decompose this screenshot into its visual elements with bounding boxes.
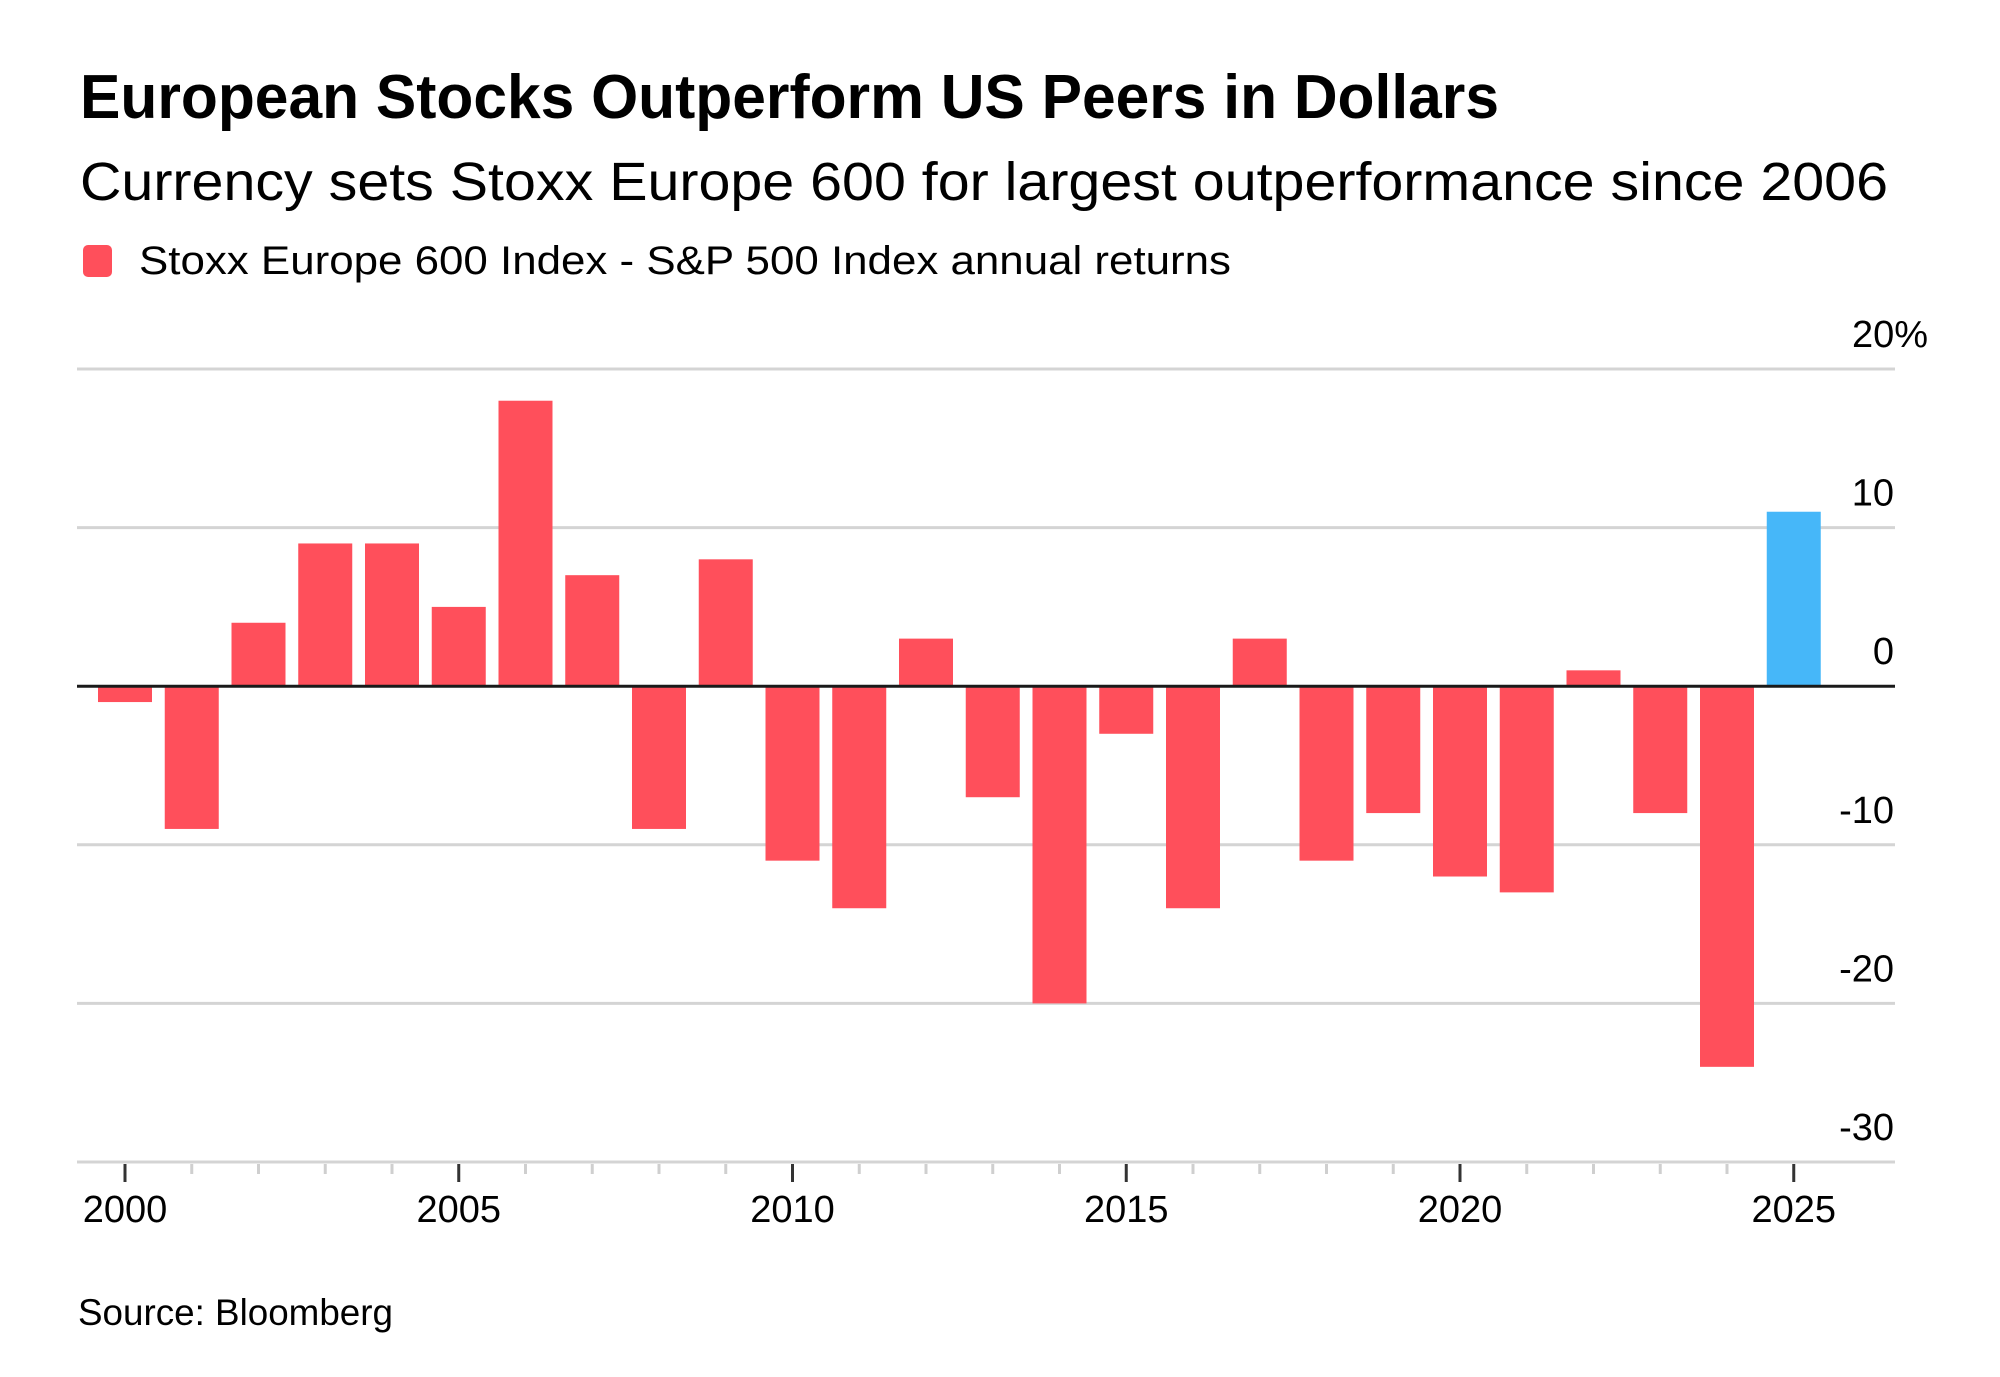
- gridlines: [77, 367, 1895, 1164]
- bar-2005: [431, 606, 486, 687]
- y-tick-label: -10: [1839, 790, 1894, 832]
- x-tick-label: 2010: [750, 1189, 835, 1231]
- y-axis: 20% 10 0 -10 -20 -30: [1839, 314, 1928, 1149]
- y-tick-label: 20%: [1852, 314, 1928, 356]
- y-tick-label: 10: [1852, 473, 1894, 515]
- x-tick-label: 2025: [1751, 1189, 1836, 1231]
- x-axis: 2000 2005 2010 2015 2020 2025: [83, 1164, 1836, 1231]
- bar-2013: [965, 686, 1020, 798]
- source-note: Source: Bloomberg: [78, 1292, 393, 1333]
- legend-swatch: [83, 245, 112, 277]
- bar-2010: [765, 686, 820, 861]
- bar-2015: [1099, 686, 1154, 734]
- bar-2021: [1499, 686, 1554, 893]
- bar-2025: [1766, 511, 1821, 687]
- bar-2004: [365, 543, 419, 687]
- bar-2017: [1232, 638, 1287, 687]
- y-tick-label: -20: [1839, 948, 1894, 990]
- x-tick-label: 2020: [1418, 1189, 1503, 1231]
- bar-2008: [632, 686, 686, 829]
- y-tick-label: 0: [1873, 631, 1894, 673]
- chart-subtitle: Currency sets Stoxx Europe 600 for large…: [80, 152, 1888, 212]
- bar-2022: [1566, 670, 1621, 687]
- legend: Stoxx Europe 600 Index - S&P 500 Index a…: [83, 239, 1231, 283]
- bar-2007: [565, 575, 620, 687]
- legend-label: Stoxx Europe 600 Index - S&P 500 Index a…: [139, 239, 1231, 283]
- bar-2024: [1700, 686, 1754, 1067]
- x-tick-label: 2000: [83, 1189, 168, 1231]
- bar-2009: [698, 559, 753, 687]
- x-tick-label: 2005: [416, 1189, 501, 1231]
- bar-2019: [1366, 686, 1421, 814]
- bar-2006: [498, 400, 553, 687]
- bar-2012: [899, 638, 953, 687]
- bar-2016: [1166, 686, 1220, 909]
- chart-title: European Stocks Outperform US Peers in D…: [80, 63, 1499, 132]
- bar-2001: [164, 686, 219, 829]
- bar-2020: [1433, 686, 1487, 877]
- bar-2018: [1299, 686, 1354, 861]
- bar-2000: [98, 686, 152, 703]
- bars: [98, 400, 1821, 1067]
- bar-2011: [832, 686, 887, 909]
- bar-2002: [231, 622, 286, 687]
- bar-2014: [1032, 686, 1087, 1004]
- y-tick-label: -30: [1839, 1107, 1894, 1149]
- bar-2003: [298, 543, 353, 687]
- x-tick-label: 2015: [1084, 1189, 1169, 1231]
- bar-2023: [1633, 686, 1688, 814]
